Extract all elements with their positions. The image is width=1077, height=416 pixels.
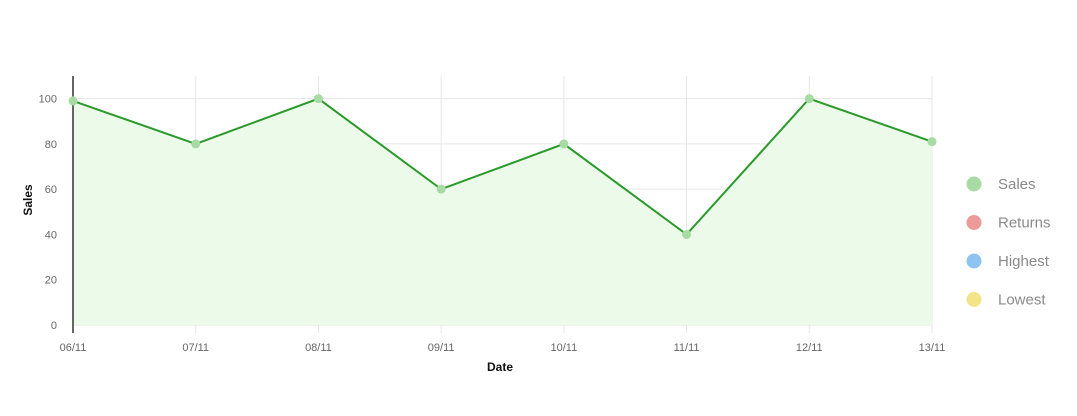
data-point-06-11[interactable] [68, 96, 78, 106]
y-tick-label: 100 [39, 94, 57, 106]
data-point-10-11[interactable] [559, 139, 569, 149]
y-tick-label: 40 [45, 229, 57, 241]
legend-label: Returns [998, 215, 1051, 232]
legend-swatch [966, 176, 982, 192]
sales-area-fill [73, 98, 932, 326]
legend-item-highest[interactable]: Highest [966, 253, 1050, 270]
data-point-12-11[interactable] [804, 94, 814, 104]
data-point-09-11[interactable] [436, 184, 446, 194]
x-tick-label: 09/11 [428, 342, 455, 354]
data-point-13-11[interactable] [927, 137, 937, 147]
y-tick-labels: 0 20 40 60 80 100 [39, 94, 57, 332]
x-tick-label: 10/11 [550, 342, 577, 354]
data-points [68, 94, 937, 239]
y-tick-label: 80 [45, 139, 57, 151]
legend-item-sales[interactable]: Sales [966, 176, 1036, 193]
legend-label: Highest [998, 253, 1050, 270]
legend-item-lowest[interactable]: Lowest [966, 292, 1047, 309]
x-tick-labels: 06/11 07/11 08/11 09/11 10/11 11/11 12/11 13/11 [60, 342, 946, 354]
y-tick-label: 20 [45, 275, 57, 287]
y-axis-title: Sales [21, 184, 35, 216]
legend-swatch [966, 253, 982, 269]
data-point-07-11[interactable] [191, 139, 201, 149]
y-tick-label: 0 [51, 320, 57, 332]
x-tick-label: 06/11 [60, 342, 87, 354]
legend-label: Sales [998, 176, 1036, 193]
x-tick-label: 08/11 [305, 342, 332, 354]
x-axis-title: Date [487, 360, 513, 374]
legend: Sales Returns Highest Lowest [966, 176, 1051, 309]
x-tick-label: 11/11 [674, 342, 700, 354]
legend-item-returns[interactable]: Returns [966, 215, 1051, 232]
legend-label: Lowest [998, 292, 1046, 309]
legend-swatch [966, 215, 982, 230]
sales-series-line [72, 97, 933, 236]
x-tick-label: 07/11 [182, 342, 209, 354]
legend-swatch [966, 292, 982, 307]
x-tick-label: 12/11 [796, 342, 823, 354]
data-point-08-11[interactable] [313, 94, 323, 104]
x-tick-label: 13/11 [919, 342, 946, 354]
data-point-11-11[interactable] [682, 229, 692, 239]
y-tick-label: 60 [45, 184, 57, 196]
